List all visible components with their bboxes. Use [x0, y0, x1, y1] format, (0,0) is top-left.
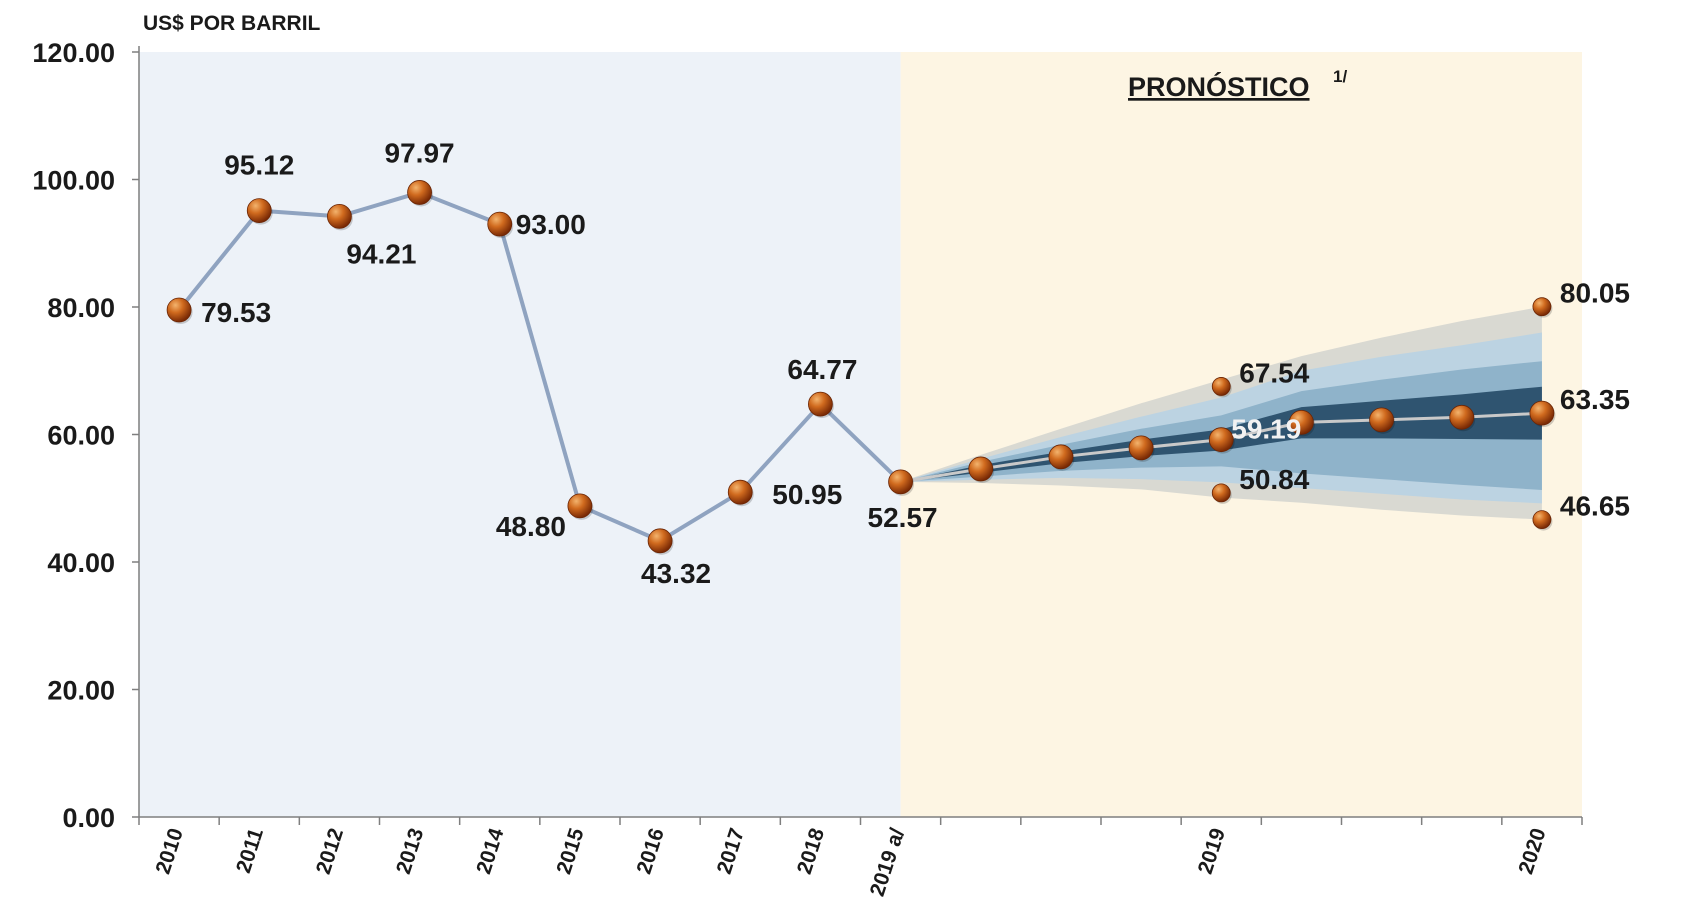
x-tick-label: 2016 — [633, 825, 669, 877]
historical-data-label: 48.80 — [496, 511, 566, 542]
forecast-data-label: 80.05 — [1560, 278, 1630, 309]
historical-data-label: 79.53 — [201, 297, 271, 328]
historical-data-label: 43.32 — [641, 558, 711, 589]
forecast-point — [1289, 409, 1314, 435]
forecast-bound-point — [1211, 483, 1231, 503]
historical-data-label: 97.97 — [385, 137, 455, 168]
forecast-bound-point — [1532, 510, 1552, 530]
historical-data-label: 95.12 — [224, 150, 294, 181]
x-tick-label: 2013 — [392, 825, 428, 877]
x-tick-label: 2019 — [1194, 825, 1230, 877]
historical-point — [166, 297, 192, 323]
x-tick-label: 2011 — [232, 825, 268, 876]
y-tick-label: 60.00 — [47, 421, 115, 451]
y-tick-label: 40.00 — [47, 548, 115, 578]
x-tick-label: 2018 — [793, 825, 829, 877]
y-tick-label: 20.00 — [47, 676, 115, 706]
forecast-data-label: 46.65 — [1560, 491, 1630, 522]
historical-point — [727, 479, 753, 505]
y-tick-label: 0.00 — [62, 803, 115, 833]
historical-data-label: 94.21 — [346, 238, 416, 269]
forecast-data-label: 63.35 — [1560, 384, 1630, 415]
forecast-title: PRONÓSTICO — [1128, 71, 1310, 102]
data-points — [166, 180, 1556, 555]
y-tick-label: 100.00 — [32, 166, 115, 196]
historical-data-label: 50.95 — [772, 479, 842, 510]
forecast-bound-point — [1532, 297, 1552, 317]
axes — [132, 46, 1583, 825]
forecast-data-label: 50.84 — [1239, 464, 1309, 495]
y-tick-label: 120.00 — [32, 38, 115, 68]
historical-data-label: 93.00 — [516, 209, 586, 240]
x-tick-label: 2019 a/ — [866, 825, 910, 899]
forecast-point — [1208, 427, 1234, 453]
historical-background — [139, 52, 901, 817]
forecast-point — [1128, 435, 1154, 461]
historical-point — [888, 469, 913, 495]
x-tick-label: 2014 — [472, 825, 508, 877]
forecast-bound-point — [1211, 377, 1231, 396]
historical-point — [487, 211, 513, 237]
x-tick-label: 2012 — [312, 825, 348, 877]
forecast-data-label: 59.19 — [1231, 414, 1301, 445]
forecast-point — [1369, 407, 1394, 433]
x-tick-label: 2017 — [713, 825, 749, 877]
x-tick-label: 2015 — [552, 825, 588, 877]
forecast-point — [1449, 404, 1475, 430]
historical-data-label: 64.77 — [787, 354, 857, 385]
historical-point — [567, 493, 593, 519]
historical-line — [177, 190, 902, 543]
forecast-footnote: 1/ — [1333, 67, 1347, 86]
historical-point — [327, 204, 352, 229]
forecast-data-label: 67.54 — [1239, 357, 1309, 388]
y-tick-label: 80.00 — [47, 293, 115, 323]
forecast-point — [1529, 400, 1555, 426]
historical-point — [407, 180, 432, 205]
historical-point — [808, 391, 833, 417]
x-tick-label: 2010 — [152, 825, 188, 877]
forecast-point — [1048, 444, 1074, 470]
x-tick-label: 2020 — [1514, 825, 1550, 877]
unit-label: US$ POR BARRIL — [143, 12, 321, 35]
data-labels: 79.53 95.12 94.21 97.97 93.00 48.80 43.32 50.95… — [201, 137, 1630, 588]
historical-point — [246, 198, 272, 224]
forecast-point — [968, 456, 994, 482]
historical-data-label: 52.57 — [868, 502, 938, 533]
historical-point — [647, 528, 673, 554]
